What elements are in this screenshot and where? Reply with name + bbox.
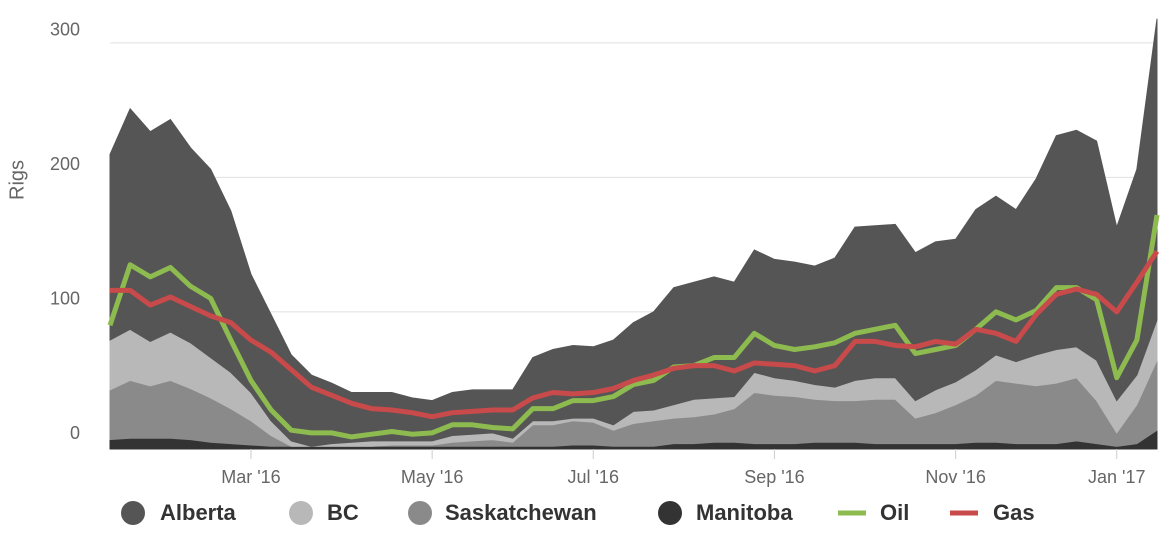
y-tick-label: 0 (70, 423, 80, 443)
x-tick-label: Sep '16 (744, 467, 805, 487)
x-tick-label: Jan '17 (1088, 467, 1145, 487)
legend-label: BC (327, 500, 359, 525)
x-tick-label: May '16 (401, 467, 463, 487)
area (109, 18, 1158, 447)
legend-swatch (658, 501, 682, 525)
legend-swatch (408, 501, 432, 525)
legend-swatch (121, 501, 145, 525)
x-tick-label: Mar '16 (221, 467, 280, 487)
y-tick-label: 100 (50, 289, 80, 309)
legend-label: Alberta (160, 500, 237, 525)
line (110, 249, 1160, 420)
legend-label: Gas (993, 500, 1035, 525)
y-axis-title: Rigs (6, 160, 28, 200)
legend-swatch (289, 501, 313, 525)
line (107, 214, 1160, 440)
legend-label: Manitoba (696, 500, 793, 525)
legend-label: Saskatchewan (445, 500, 597, 525)
x-tick-label: Nov '16 (925, 467, 985, 487)
y-tick-label: 300 (50, 20, 80, 40)
y-tick-label: 200 (50, 154, 80, 174)
legend-label: Oil (880, 500, 909, 525)
x-tick-label: Jul '16 (567, 467, 618, 487)
